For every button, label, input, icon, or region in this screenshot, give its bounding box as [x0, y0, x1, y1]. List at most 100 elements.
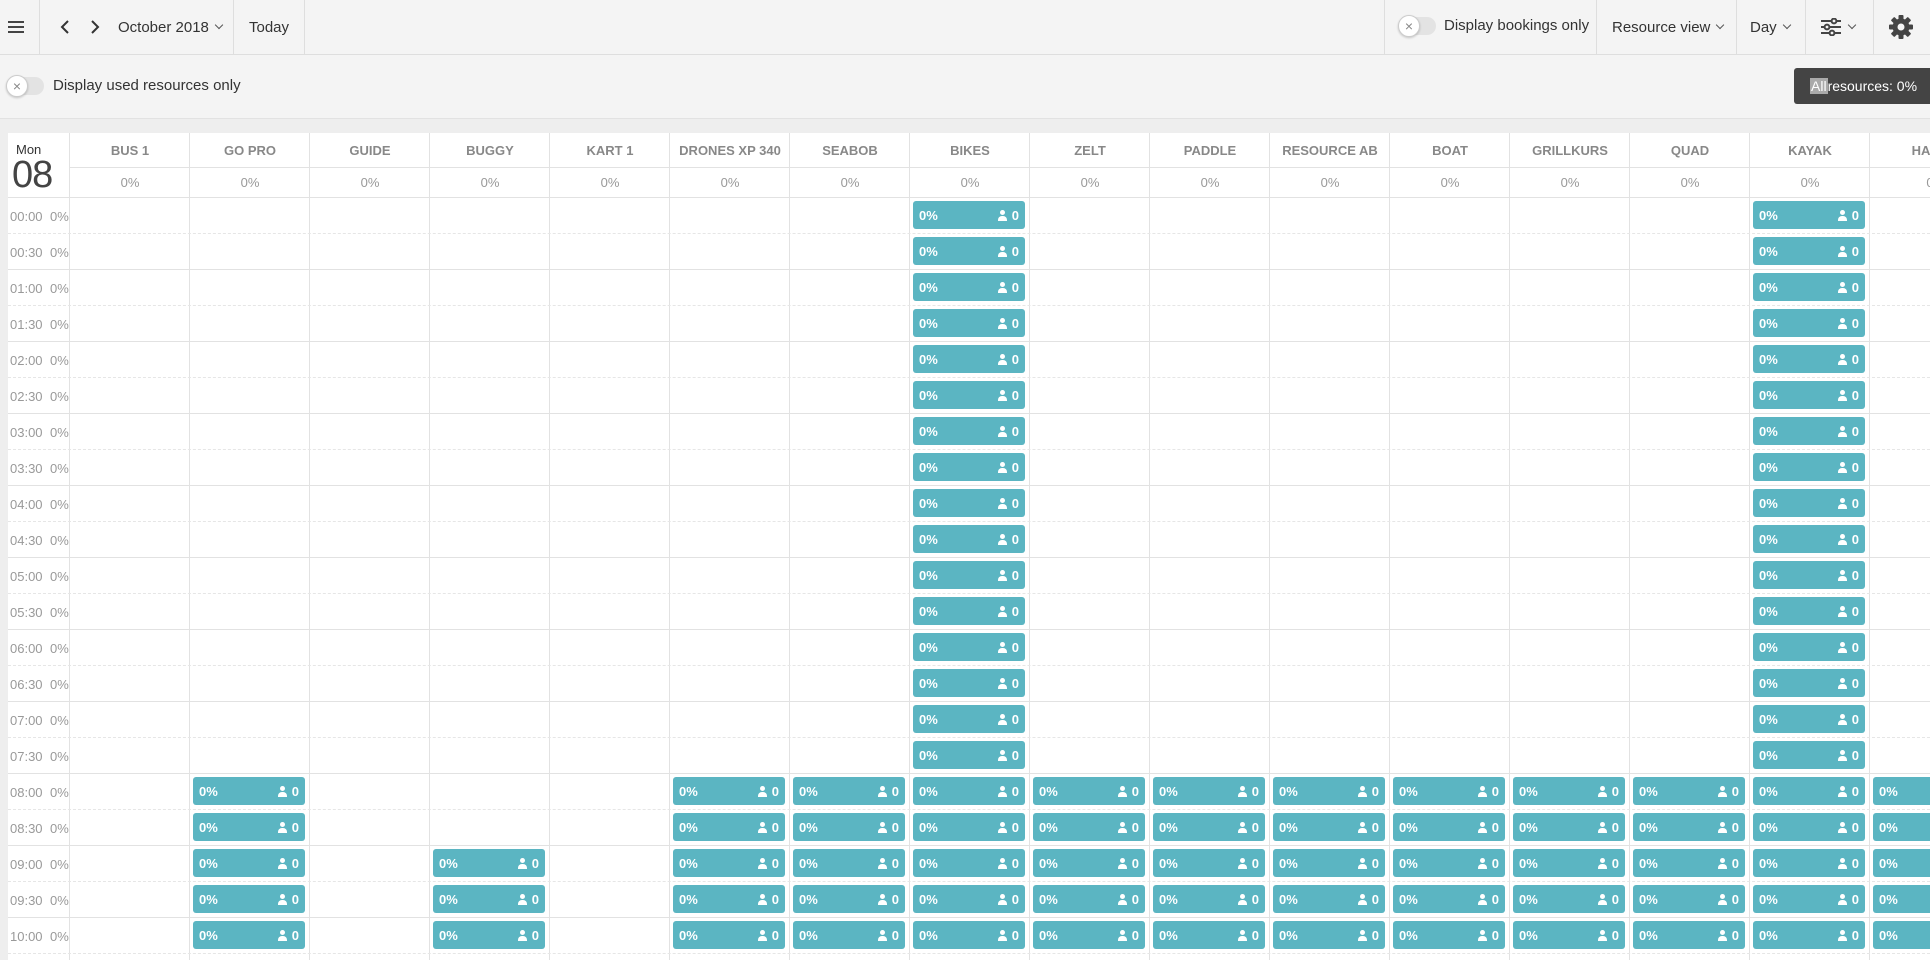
availability-slot[interactable]: 0%0: [1753, 777, 1865, 805]
today-button[interactable]: Today: [234, 0, 304, 54]
availability-slot[interactable]: 0%0: [1753, 453, 1865, 481]
availability-slot[interactable]: 0%0: [913, 417, 1025, 445]
resource-header[interactable]: GUIDE: [349, 142, 391, 158]
resource-header[interactable]: PADDLE: [1183, 142, 1237, 158]
availability-slot[interactable]: 0%0: [1153, 849, 1265, 877]
resource-header[interactable]: KART 1: [586, 142, 634, 158]
availability-slot[interactable]: 0%0: [1033, 885, 1145, 913]
availability-slot[interactable]: 0%0: [1273, 813, 1385, 841]
availability-slot[interactable]: 0%0: [793, 777, 905, 805]
availability-slot[interactable]: 0%0: [793, 813, 905, 841]
resource-header[interactable]: BUGGY: [466, 142, 514, 158]
availability-slot[interactable]: 0%0: [1753, 309, 1865, 337]
availability-slot[interactable]: 0%0: [1753, 669, 1865, 697]
all-resources-badge[interactable]: All resources: 0%: [1794, 68, 1930, 104]
availability-slot[interactable]: 0%0: [1753, 345, 1865, 373]
availability-slot[interactable]: 0%0: [1033, 921, 1145, 949]
availability-slot[interactable]: 0%0: [1753, 525, 1865, 553]
availability-slot[interactable]: 0%0: [1153, 777, 1265, 805]
availability-slot[interactable]: 0%0: [913, 741, 1025, 769]
availability-slot[interactable]: 0%0: [1873, 921, 1930, 949]
availability-slot[interactable]: 0%0: [913, 345, 1025, 373]
availability-slot[interactable]: 0%0: [433, 921, 545, 949]
used-resources-toggle[interactable]: ×: [6, 75, 44, 97]
availability-slot[interactable]: 0%0: [1753, 597, 1865, 625]
availability-slot[interactable]: 0%0: [913, 777, 1025, 805]
availability-slot[interactable]: 0%0: [1753, 201, 1865, 229]
availability-slot[interactable]: 0%0: [913, 813, 1025, 841]
availability-slot[interactable]: 0%0: [433, 849, 545, 877]
resource-header[interactable]: GRILLKURS: [1532, 142, 1608, 158]
resource-header[interactable]: BUS 1: [110, 142, 150, 158]
availability-slot[interactable]: 0%0: [1753, 489, 1865, 517]
availability-slot[interactable]: 0%0: [1753, 273, 1865, 301]
availability-slot[interactable]: 0%0: [1273, 885, 1385, 913]
availability-slot[interactable]: 0%0: [913, 489, 1025, 517]
resource-header[interactable]: GO PRO: [223, 142, 276, 158]
availability-slot[interactable]: 0%0: [793, 921, 905, 949]
availability-slot[interactable]: 0%0: [793, 849, 905, 877]
period-selector[interactable]: Day: [1750, 0, 1791, 54]
availability-slot[interactable]: 0%0: [1393, 777, 1505, 805]
prev-button[interactable]: [56, 0, 74, 54]
availability-slot[interactable]: 0%0: [1513, 921, 1625, 949]
availability-slot[interactable]: 0%0: [1753, 561, 1865, 589]
availability-slot[interactable]: 0%0: [1513, 849, 1625, 877]
availability-slot[interactable]: 0%0: [1873, 849, 1930, 877]
availability-slot[interactable]: 0%0: [913, 525, 1025, 553]
resource-header[interactable]: BOAT: [1432, 142, 1468, 158]
availability-slot[interactable]: 0%0: [673, 921, 785, 949]
availability-slot[interactable]: 0%0: [1753, 741, 1865, 769]
resource-header[interactable]: KAYAK: [1788, 142, 1832, 158]
availability-slot[interactable]: 0%0: [1153, 885, 1265, 913]
availability-slot[interactable]: 0%0: [1033, 777, 1145, 805]
availability-slot[interactable]: 0%0: [193, 849, 305, 877]
availability-slot[interactable]: 0%0: [1633, 849, 1745, 877]
availability-slot[interactable]: 0%0: [913, 453, 1025, 481]
availability-slot[interactable]: 0%0: [433, 885, 545, 913]
availability-slot[interactable]: 0%0: [1633, 777, 1745, 805]
month-selector[interactable]: October 2018: [118, 0, 224, 54]
availability-slot[interactable]: 0%0: [1753, 417, 1865, 445]
availability-slot[interactable]: 0%0: [913, 921, 1025, 949]
resource-header[interactable]: HANS: [1911, 142, 1930, 158]
availability-slot[interactable]: 0%0: [673, 849, 785, 877]
resource-header[interactable]: QUAD: [1670, 142, 1710, 158]
availability-slot[interactable]: 0%0: [913, 849, 1025, 877]
view-selector[interactable]: Resource view: [1612, 0, 1725, 54]
availability-slot[interactable]: 0%0: [1393, 813, 1505, 841]
availability-slot[interactable]: 0%0: [1393, 849, 1505, 877]
availability-slot[interactable]: 0%0: [1753, 381, 1865, 409]
availability-slot[interactable]: 0%0: [1513, 813, 1625, 841]
availability-slot[interactable]: 0%0: [1273, 921, 1385, 949]
availability-slot[interactable]: 0%0: [913, 669, 1025, 697]
availability-slot[interactable]: 0%0: [1273, 849, 1385, 877]
availability-slot[interactable]: 0%0: [1033, 813, 1145, 841]
availability-slot[interactable]: 0%0: [913, 381, 1025, 409]
display-bookings-toggle[interactable]: ×: [1398, 15, 1436, 37]
availability-slot[interactable]: 0%0: [913, 201, 1025, 229]
availability-slot[interactable]: 0%0: [913, 561, 1025, 589]
resource-header[interactable]: RESOURCE AB: [1282, 142, 1378, 158]
resource-header[interactable]: ZELT: [1074, 142, 1106, 158]
availability-slot[interactable]: 0%0: [1753, 885, 1865, 913]
availability-slot[interactable]: 0%0: [193, 813, 305, 841]
availability-slot[interactable]: 0%0: [1033, 849, 1145, 877]
availability-slot[interactable]: 0%0: [1393, 921, 1505, 949]
availability-slot[interactable]: 0%0: [913, 705, 1025, 733]
availability-slot[interactable]: 0%0: [913, 597, 1025, 625]
availability-slot[interactable]: 0%0: [1633, 885, 1745, 913]
availability-slot[interactable]: 0%0: [913, 885, 1025, 913]
availability-slot[interactable]: 0%0: [913, 309, 1025, 337]
availability-slot[interactable]: 0%0: [673, 813, 785, 841]
availability-slot[interactable]: 0%0: [1633, 921, 1745, 949]
availability-slot[interactable]: 0%0: [673, 777, 785, 805]
availability-slot[interactable]: 0%0: [1153, 921, 1265, 949]
availability-slot[interactable]: 0%0: [1753, 849, 1865, 877]
availability-slot[interactable]: 0%0: [1513, 777, 1625, 805]
availability-slot[interactable]: 0%0: [1753, 237, 1865, 265]
availability-slot[interactable]: 0%0: [1513, 885, 1625, 913]
availability-slot[interactable]: 0%0: [913, 633, 1025, 661]
availability-slot[interactable]: 0%0: [1753, 813, 1865, 841]
filter-button[interactable]: [1820, 0, 1857, 54]
